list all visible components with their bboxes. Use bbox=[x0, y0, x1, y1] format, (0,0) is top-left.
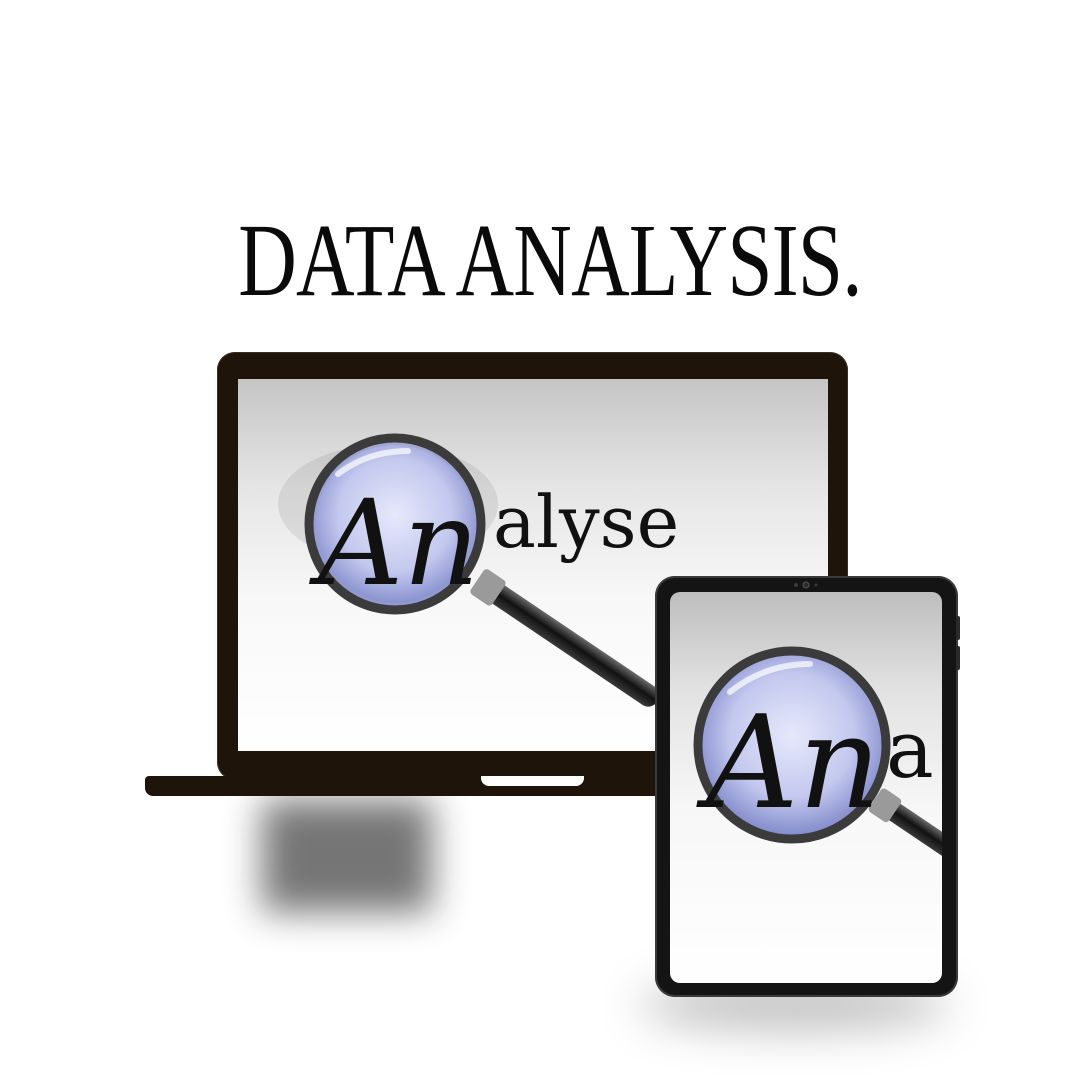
analyse-partial-letter: a bbox=[886, 703, 934, 796]
tablet-screen: An a bbox=[670, 592, 942, 983]
camera-icon bbox=[794, 581, 818, 589]
analyse-rest-letters: alyse bbox=[493, 480, 679, 564]
laptop-base bbox=[145, 776, 705, 796]
tablet: An a bbox=[655, 576, 960, 997]
laptop-trackpad-notch bbox=[481, 776, 584, 786]
tablet-side-button bbox=[956, 616, 960, 640]
laptop-shadow bbox=[262, 800, 432, 912]
analyse-magnifier-artwork: An alyse bbox=[278, 433, 679, 707]
analyse-lens-letters: An bbox=[309, 474, 479, 612]
tablet-side-button bbox=[956, 646, 960, 670]
laptop-lid: An alyse bbox=[217, 352, 848, 780]
page-title: DATA ANALYSIS. bbox=[238, 203, 862, 318]
analyse-lens-letters: An bbox=[696, 689, 881, 838]
analyse-magnifier-artwork-zoomed: An a bbox=[693, 646, 942, 874]
